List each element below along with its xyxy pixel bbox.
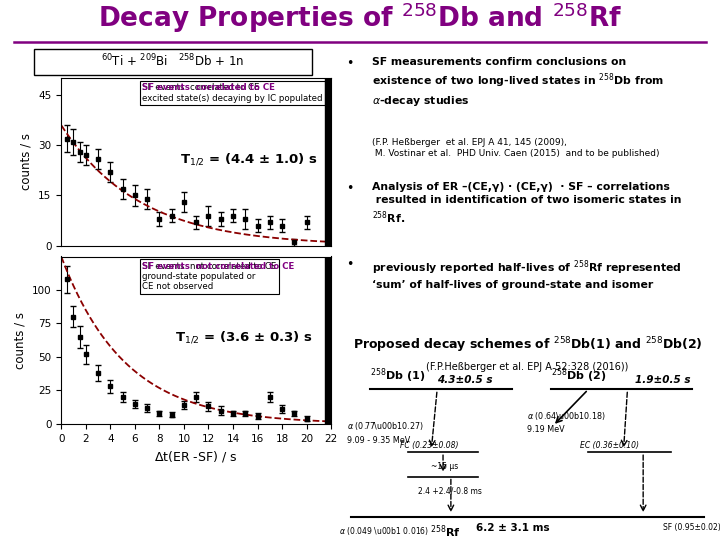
Bar	[325, 78, 331, 246]
Text: T$_{1/2}$ = (4.4 ± 1.0) s: T$_{1/2}$ = (4.4 ± 1.0) s	[180, 151, 318, 166]
Text: (F.P. Heßberger  et al. EPJ A 41, 145 (2009),
 M. Vostinar et al.  PHD Univ. Cae: (F.P. Heßberger et al. EPJ A 41, 145 (20…	[372, 138, 660, 158]
Text: 6.2 ± 3.1 ms: 6.2 ± 3.1 ms	[477, 523, 550, 533]
Bar	[325, 256, 331, 424]
Text: Decay Properties of $^{258}$Db and $^{258}$Rf: Decay Properties of $^{258}$Db and $^{25…	[98, 0, 622, 35]
Text: T$_{1/2}$ = (3.6 ± 0.3) s: T$_{1/2}$ = (3.6 ± 0.3) s	[174, 329, 312, 345]
Text: 1.9±0.5 s: 1.9±0.5 s	[635, 375, 690, 386]
Text: 9.09 - 9.35 MeV: 9.09 - 9.35 MeV	[347, 436, 410, 444]
Text: (F.P.Heßberger et al. EPJ A 52:328 (2016)): (F.P.Heßberger et al. EPJ A 52:328 (2016…	[426, 362, 629, 372]
Text: EC (0.36±0.10): EC (0.36±0.10)	[580, 441, 639, 450]
Text: $^{258}$Db (1): $^{258}$Db (1)	[371, 367, 426, 386]
Text: SF events  not correlated to CE
ground-state populated or
CE not observed: SF events not correlated to CE ground-st…	[142, 261, 276, 291]
Text: $^{60}$Ti + $^{209}$Bi   $^{258}$Db + 1n: $^{60}$Ti + $^{209}$Bi $^{258}$Db + 1n	[101, 52, 245, 69]
Text: •: •	[346, 258, 353, 272]
Text: $\alpha$ (0.77\u00b10.27): $\alpha$ (0.77\u00b10.27)	[347, 420, 423, 432]
Text: FC (0.23±0.08): FC (0.23±0.08)	[400, 441, 459, 450]
Text: Analysis of ER –(CE,γ) · (CE,γ)  · SF – correlations
 resulted in identification: Analysis of ER –(CE,γ) · (CE,γ) · SF – c…	[372, 182, 681, 226]
Text: SF events  not correlated to CE: SF events not correlated to CE	[142, 261, 294, 271]
Text: 9.19 MeV: 9.19 MeV	[528, 426, 565, 435]
Text: SF (0.95±0.02): SF (0.95±0.02)	[663, 523, 720, 532]
Text: $^{258}$Rf: $^{258}$Rf	[430, 523, 460, 539]
FancyBboxPatch shape	[34, 49, 312, 75]
Text: Proposed decay schemes of $^{258}$Db(1) and $^{258}$Db(2): Proposed decay schemes of $^{258}$Db(1) …	[353, 336, 702, 355]
X-axis label: $\Delta$t(ER -SF) / s: $\Delta$t(ER -SF) / s	[155, 449, 238, 464]
Text: •: •	[346, 182, 353, 195]
Text: •: •	[346, 57, 353, 70]
Text: $^{258}$Db (2): $^{258}$Db (2)	[551, 367, 606, 386]
Y-axis label: counts / s: counts / s	[19, 133, 32, 191]
Y-axis label: counts / s: counts / s	[13, 312, 27, 369]
Text: previously reported half-lives of $^{258}$Rf represented
‘sum’ of half-lives of : previously reported half-lives of $^{258…	[372, 258, 681, 290]
Text: SF events  correlated to CE
excited state(s) decaying by IC populated: SF events correlated to CE excited state…	[142, 83, 323, 103]
Text: $\alpha$ (0.049 \u00b1 0.016): $\alpha$ (0.049 \u00b1 0.016)	[339, 525, 429, 537]
Text: ~15 μs: ~15 μs	[431, 462, 459, 471]
Text: $\alpha$ (0.64\u00b10.18): $\alpha$ (0.64\u00b10.18)	[528, 410, 606, 422]
Text: 4.3±0.5 s: 4.3±0.5 s	[437, 375, 492, 386]
Text: 2.4 +2.4/-0.8 ms: 2.4 +2.4/-0.8 ms	[418, 487, 482, 496]
Text: SF events  correlated to CE: SF events correlated to CE	[142, 83, 275, 92]
Text: SF measurements confirm conclusions on
existence of two long-lived states in $^{: SF measurements confirm conclusions on e…	[372, 57, 664, 108]
